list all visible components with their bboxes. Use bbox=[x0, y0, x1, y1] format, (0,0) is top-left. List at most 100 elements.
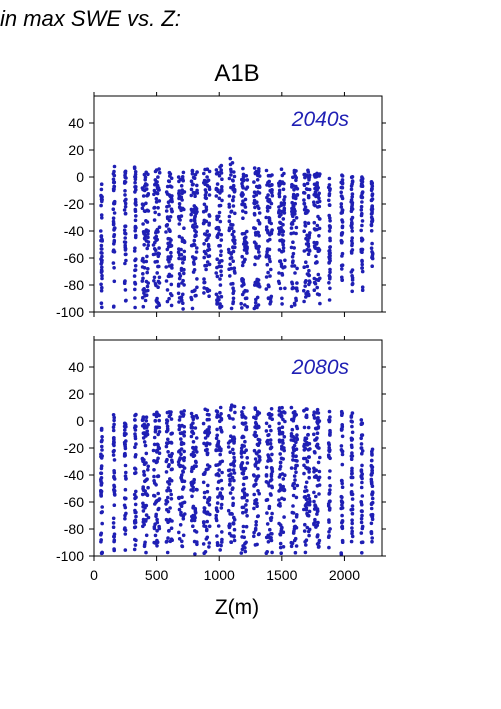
scatter-point bbox=[232, 266, 237, 271]
scatter-point bbox=[307, 496, 312, 501]
scatter-point bbox=[359, 540, 364, 545]
scatter-point bbox=[216, 448, 220, 452]
scatter-point bbox=[167, 482, 172, 486]
scatter-point bbox=[244, 427, 248, 432]
scatter-point bbox=[266, 296, 271, 301]
scatter-point bbox=[245, 461, 250, 465]
panel-2080s-points bbox=[99, 403, 375, 556]
scatter-point bbox=[291, 451, 295, 455]
scatter-point bbox=[241, 505, 246, 510]
scatter-point bbox=[218, 548, 222, 552]
scatter-point bbox=[252, 190, 257, 194]
scatter-point bbox=[164, 279, 169, 283]
scatter-point bbox=[277, 183, 282, 187]
scatter-point bbox=[302, 265, 307, 270]
scatter-point bbox=[350, 475, 355, 480]
scatter-point bbox=[280, 271, 284, 276]
scatter-point bbox=[154, 512, 158, 517]
scatter-point bbox=[232, 174, 237, 179]
scatter-point bbox=[302, 201, 307, 206]
scatter-point bbox=[292, 529, 296, 534]
scatter-point bbox=[359, 418, 364, 422]
scatter-point bbox=[370, 264, 375, 269]
scatter-point bbox=[155, 191, 160, 196]
scatter-point bbox=[204, 467, 209, 472]
scatter-point bbox=[255, 178, 260, 182]
scatter-point bbox=[290, 200, 295, 205]
scatter-point bbox=[327, 198, 331, 203]
scatter-point bbox=[214, 271, 218, 275]
scatter-point bbox=[315, 407, 320, 412]
scatter-point bbox=[99, 197, 104, 202]
scatter-point bbox=[192, 464, 197, 468]
scatter-point bbox=[153, 502, 157, 506]
scatter-point bbox=[350, 195, 355, 199]
scatter-point bbox=[216, 295, 220, 299]
scatter-point bbox=[142, 236, 147, 241]
scatter-point bbox=[203, 196, 208, 200]
scatter-point bbox=[177, 530, 181, 535]
scatter-point bbox=[264, 465, 269, 470]
scatter-point bbox=[253, 528, 258, 532]
scatter-point bbox=[207, 524, 212, 529]
scatter-point bbox=[219, 502, 224, 507]
scatter-point bbox=[179, 252, 184, 257]
scatter-point bbox=[294, 447, 299, 452]
scatter-point bbox=[155, 271, 159, 275]
scatter-point bbox=[270, 193, 275, 198]
scatter-point bbox=[281, 239, 286, 243]
scatter-point bbox=[134, 489, 138, 494]
scatter-point bbox=[202, 551, 206, 555]
scatter-point bbox=[215, 543, 220, 547]
scatter-point bbox=[350, 504, 355, 508]
scatter-point bbox=[317, 226, 322, 231]
scatter-point bbox=[360, 285, 365, 290]
scatter-point bbox=[318, 276, 322, 281]
scatter-point bbox=[349, 414, 354, 418]
scatter-point bbox=[293, 212, 297, 216]
scatter-point bbox=[133, 175, 138, 179]
scatter-point bbox=[146, 422, 150, 427]
scatter-point bbox=[267, 484, 271, 488]
scatter-point bbox=[241, 280, 246, 285]
scatter-point bbox=[189, 193, 194, 198]
scatter-point bbox=[165, 410, 170, 415]
scatter-point bbox=[265, 522, 270, 526]
scatter-point bbox=[350, 451, 354, 455]
scatter-point bbox=[340, 506, 345, 510]
scatter-point bbox=[350, 511, 355, 516]
scatter-point bbox=[189, 469, 194, 474]
scatter-point bbox=[327, 229, 332, 233]
scatter-point bbox=[178, 206, 182, 210]
scatter-point bbox=[179, 184, 184, 188]
scatter-point bbox=[140, 456, 145, 461]
scatter-point bbox=[241, 510, 245, 515]
scatter-point bbox=[177, 234, 182, 239]
scatter-point bbox=[227, 205, 232, 209]
scatter-point bbox=[167, 264, 172, 268]
scatter-point bbox=[268, 274, 272, 278]
scatter-point bbox=[312, 432, 316, 437]
scatter-point bbox=[278, 488, 282, 493]
scatter-point bbox=[157, 199, 162, 203]
scatter-point bbox=[281, 246, 286, 250]
scatter-point bbox=[349, 270, 354, 274]
scatter-point bbox=[170, 458, 174, 463]
scatter-point bbox=[244, 510, 248, 514]
scatter-point bbox=[252, 506, 256, 511]
scatter-point bbox=[267, 216, 271, 220]
scatter-point bbox=[264, 480, 269, 484]
scatter-point bbox=[169, 250, 173, 255]
scatter-point bbox=[182, 409, 186, 413]
scatter-point bbox=[369, 506, 374, 511]
scatter-point bbox=[278, 501, 282, 506]
scatter-point bbox=[370, 539, 374, 544]
scatter-point bbox=[315, 260, 319, 264]
scatter-point bbox=[181, 514, 186, 518]
scatter-point bbox=[227, 228, 231, 233]
scatter-point bbox=[277, 413, 282, 417]
scatter-point bbox=[169, 526, 174, 530]
scatter-point bbox=[317, 292, 322, 297]
scatter-point bbox=[360, 472, 365, 476]
scatter-point bbox=[327, 193, 332, 198]
